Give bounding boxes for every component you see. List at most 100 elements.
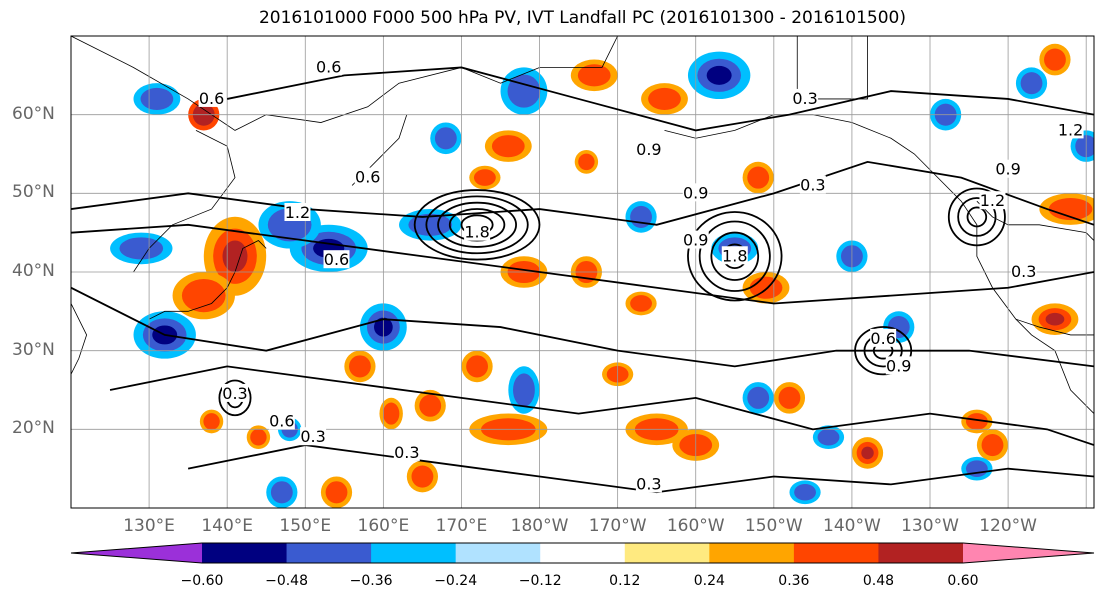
contour-label: 0.3 [1097, 443, 1105, 462]
latitude-label: 20°N [12, 418, 55, 439]
colorbar-segment [709, 543, 795, 563]
longitude-label: 140°W [823, 516, 881, 536]
longitude-label: 150°E [279, 516, 332, 536]
contour-label: 0.3 [792, 89, 817, 108]
contour-label-bg [198, 88, 225, 107]
colorbar-tick: −0.60 [180, 573, 224, 589]
pv-anomaly-patch [434, 127, 457, 150]
contour-labels: 0.6 1.2 1.8 0.9 0.9 1.8 0.3 0.6 0.6 0.6 0.6 0.9 1.2 0… [198, 57, 1105, 493]
longitude-label: 170°E [435, 516, 488, 536]
colorbar-tick: 0.48 [862, 573, 895, 589]
pv-anomaly-patch [349, 355, 371, 378]
contour-label: 1.2 [980, 191, 1005, 210]
pv-anomaly-patch [706, 65, 732, 85]
ivt-contour [687, 211, 783, 302]
contour-label: 0.3 [800, 175, 825, 194]
longitude-label: 170°W [588, 516, 647, 536]
pv-anomaly-patch [250, 428, 267, 446]
ivt-contour [966, 206, 988, 228]
pv-anomaly-patch [119, 237, 164, 260]
coastline [976, 200, 1094, 241]
contour-label: 0.6 [324, 250, 349, 269]
contour-label: 1.2 [1058, 120, 1083, 139]
pv-anomaly-patch [513, 373, 535, 407]
contour-label-bg [885, 356, 912, 375]
pv-anomaly-patch [203, 413, 220, 430]
pv-anomaly-patch [778, 386, 801, 409]
coastline [1015, 318, 1094, 336]
contour-label: 0.6 [269, 411, 294, 430]
colorbar-outline [70, 542, 1095, 564]
longitude-label: 160°W [666, 516, 725, 536]
colorbar-extend-high [963, 543, 1094, 563]
contour-label: 0.9 [683, 183, 708, 202]
colorbar-tick: −0.12 [518, 573, 562, 589]
contour-label: 0.3 [222, 384, 247, 403]
contour-label-bg [393, 442, 420, 461]
longitude-label: 160°E [357, 516, 410, 536]
contour-label: 0.6 [199, 89, 224, 108]
ivt-contour [710, 231, 760, 281]
pv-anomaly-patch [965, 413, 988, 430]
contour-label-bg [979, 191, 1006, 210]
contour-label-bg [682, 230, 709, 249]
ivt-contour [698, 220, 771, 292]
ivt-contour [71, 286, 1094, 368]
pv-anomaly-patch [794, 483, 816, 501]
latitude-label: 40°N [12, 261, 55, 281]
pv-anomaly-patch [222, 240, 248, 273]
contour-label-bg [464, 222, 491, 241]
pv-anomaly-patch [419, 394, 442, 417]
contour-label: 0.6 [316, 57, 341, 76]
pv-anomaly-patch [1044, 48, 1066, 71]
contour-label-bg [799, 175, 826, 194]
contour-label-bg [1057, 120, 1084, 139]
colorbar-segment [793, 543, 879, 563]
ivt-contour [957, 197, 997, 237]
pv-anomaly-patch [630, 295, 652, 312]
contour-label-bg [284, 203, 311, 221]
ivt-contour [218, 379, 252, 417]
pv-anomaly-patch [491, 135, 525, 158]
contour-label: 0.3 [1011, 262, 1036, 281]
pv-anomaly-patch [747, 166, 770, 189]
pv-anomaly-patch [861, 446, 874, 460]
pv-anomaly-patch [1045, 312, 1065, 326]
contour-label-bg [1097, 443, 1105, 461]
ivt-contour [227, 66, 1094, 132]
pv-anomaly-patch [140, 87, 174, 110]
contour-label: 1.2 [285, 203, 310, 222]
contour-label-bg [323, 250, 350, 269]
contour-label-bg [721, 246, 748, 265]
pv-anomaly-patch [578, 153, 595, 171]
colorbar-segment [624, 543, 710, 563]
contour-label-bg [268, 411, 295, 430]
pv-anomaly-patch [1048, 198, 1093, 221]
contour-label-bg [682, 183, 709, 202]
ivt-contour [437, 201, 517, 248]
graticule-grid [71, 36, 1094, 508]
coastline [664, 114, 1094, 414]
contour-label-bg [1010, 262, 1037, 280]
figure-title: 2016101000 F000 500 hPa PV, IVT Landfall… [258, 8, 906, 28]
longitude-label: 150°W [744, 516, 803, 536]
contour-label: 1.8 [464, 223, 489, 242]
pv-anomaly-patch [408, 213, 453, 236]
colorbar-tick: −0.48 [265, 573, 308, 589]
pv-anomaly-patch [648, 87, 681, 110]
contour-label-bg [635, 474, 662, 493]
pv-anomaly-patch [382, 402, 400, 425]
contour-label: 0.3 [636, 474, 661, 493]
colorbar-tick: 0.12 [609, 573, 641, 589]
pv-anomaly-patch [181, 279, 226, 313]
pv-anomaly-patch [507, 74, 541, 108]
contour-label-bg [995, 159, 1022, 178]
pv-anomaly-patch [473, 169, 496, 186]
ivt-contour [71, 223, 1094, 305]
contour-label: 0.3 [300, 427, 325, 446]
contour-label: 1.8 [722, 246, 747, 265]
contour-label: 0.6 [870, 329, 895, 348]
colorbar-segment [202, 543, 288, 563]
contour-label-bg [635, 140, 662, 159]
longitude-label: 140°E [201, 516, 254, 536]
